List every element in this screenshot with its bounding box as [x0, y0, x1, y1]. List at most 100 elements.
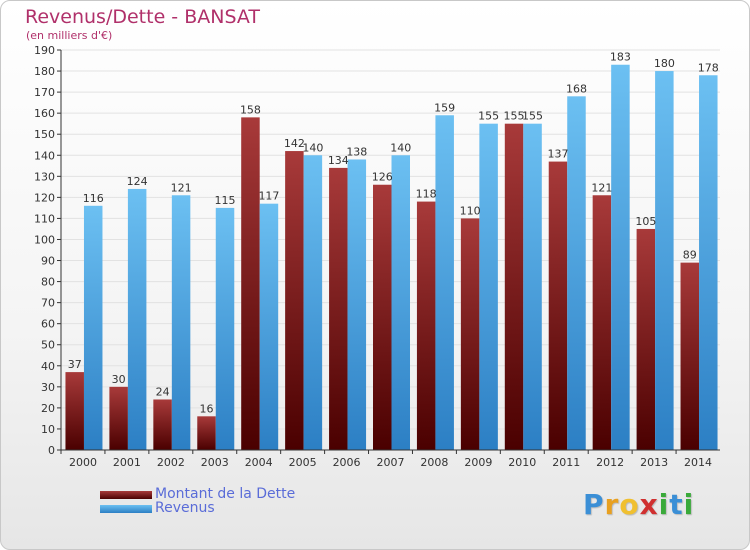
- x-tick-label: 2007: [377, 456, 405, 469]
- y-tick-label: 130: [34, 170, 55, 183]
- revenue-bar: [435, 115, 454, 451]
- y-tick-label: 70: [41, 297, 55, 310]
- x-tick-label: 2002: [157, 456, 185, 469]
- data-label: 155: [522, 110, 543, 123]
- y-tick-label: 60: [41, 318, 55, 331]
- data-label: 89: [683, 249, 697, 262]
- logo-letter: P: [583, 488, 605, 521]
- y-tick-label: 180: [34, 65, 55, 78]
- x-tick-label: 2013: [640, 456, 668, 469]
- logo-letter: x: [639, 488, 659, 521]
- y-tick-label: 30: [41, 381, 55, 394]
- data-label: 16: [200, 402, 214, 415]
- y-tick-label: 100: [34, 233, 55, 246]
- debt-bar: [109, 386, 128, 450]
- legend-label-debt: Montant de la Dette: [155, 486, 296, 502]
- x-tick-label: 2005: [289, 456, 317, 469]
- data-label: 159: [434, 101, 455, 114]
- revenue-bar: [171, 195, 191, 450]
- y-tick-label: 40: [41, 360, 55, 373]
- legend-swatch-debt: [100, 491, 152, 499]
- debt-bar: [416, 201, 436, 450]
- data-label: 116: [83, 192, 104, 205]
- debt-bar: [636, 228, 656, 450]
- data-label: 138: [346, 145, 367, 158]
- data-label: 168: [566, 82, 587, 95]
- data-label: 140: [302, 141, 323, 154]
- revenue-bar: [479, 123, 498, 451]
- data-label: 24: [156, 385, 170, 398]
- debt-bar: [329, 167, 348, 451]
- data-label: 134: [328, 154, 349, 167]
- debt-bar: [285, 151, 304, 451]
- chart-title: Revenus/Dette - BANSAT: [25, 6, 260, 28]
- chart-subtitle: (en milliers d'€): [26, 29, 113, 42]
- legend-swatch-revenue: [100, 505, 152, 513]
- debt-bar: [592, 195, 612, 450]
- data-label: 158: [240, 103, 261, 116]
- y-tick-label: 90: [41, 255, 55, 268]
- debt-bar: [548, 161, 568, 450]
- data-label: 178: [698, 61, 719, 74]
- data-label: 155: [504, 110, 525, 123]
- data-label: 183: [610, 51, 631, 64]
- data-label: 142: [284, 137, 305, 150]
- revenue-bar: [611, 64, 630, 450]
- revenue-bar: [391, 155, 410, 450]
- y-tick-label: 150: [34, 128, 55, 141]
- data-label: 105: [635, 215, 656, 228]
- data-label: 137: [547, 148, 568, 161]
- y-tick-label: 20: [41, 402, 55, 415]
- proxiti-logo: Proxiti: [583, 488, 694, 521]
- x-tick-label: 2010: [508, 456, 536, 469]
- debt-bar: [460, 218, 480, 450]
- data-label: 117: [258, 190, 279, 203]
- revenue-bar: [303, 155, 323, 450]
- logo-letter: o: [619, 488, 640, 521]
- data-label: 126: [372, 171, 393, 184]
- x-tick-label: 2000: [69, 456, 97, 469]
- data-label: 124: [127, 175, 148, 188]
- revenue-bar: [523, 123, 542, 451]
- revenue-bar: [83, 205, 103, 450]
- y-tick-label: 120: [34, 191, 55, 204]
- y-tick-label: 140: [34, 149, 55, 162]
- debt-bar: [65, 372, 84, 450]
- logo-letter: i: [683, 488, 695, 521]
- revenue-bar: [127, 188, 147, 450]
- x-tick-label: 2003: [201, 456, 229, 469]
- x-tick-label: 2001: [113, 456, 141, 469]
- legend-label-revenue: Revenus: [155, 500, 215, 516]
- debt-bar: [153, 399, 172, 450]
- y-tick-label: 10: [41, 423, 55, 436]
- y-tick-label: 0: [48, 444, 55, 457]
- revenue-bar: [215, 207, 235, 450]
- y-tick-label: 160: [34, 107, 55, 120]
- revenue-bar: [259, 203, 279, 450]
- logo-letter: i: [658, 488, 670, 521]
- data-label: 180: [654, 57, 675, 70]
- logo-letter: t: [669, 488, 684, 521]
- data-label: 30: [112, 373, 126, 386]
- debt-bar: [373, 184, 392, 450]
- y-tick-label: 110: [34, 212, 55, 225]
- debt-bar: [241, 117, 260, 451]
- y-tick-label: 190: [34, 44, 55, 57]
- x-tick-label: 2011: [552, 456, 580, 469]
- data-label: 121: [171, 181, 192, 194]
- x-tick-label: 2006: [333, 456, 361, 469]
- logo-letter: r: [604, 488, 620, 521]
- data-label: 155: [478, 110, 499, 123]
- y-tick-label: 80: [41, 276, 55, 289]
- y-tick-label: 50: [41, 339, 55, 352]
- x-tick-label: 2014: [684, 456, 712, 469]
- revenue-bar: [699, 75, 718, 451]
- data-label: 115: [215, 194, 236, 207]
- data-label: 110: [460, 204, 481, 217]
- data-label: 140: [390, 141, 411, 154]
- data-label: 37: [68, 358, 82, 371]
- x-tick-label: 2008: [420, 456, 448, 469]
- revenue-bar: [655, 71, 674, 450]
- x-tick-label: 2012: [596, 456, 624, 469]
